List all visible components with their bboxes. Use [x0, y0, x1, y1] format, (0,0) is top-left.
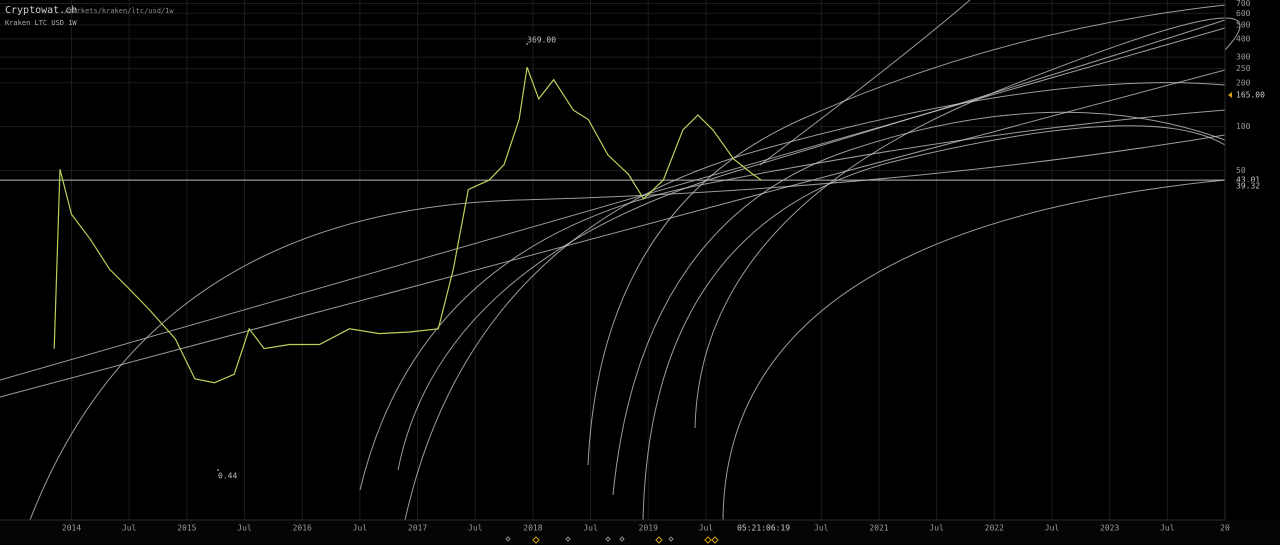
- price-label: 39.32: [1236, 181, 1260, 190]
- x-tick-label: 2016: [293, 524, 312, 533]
- trend-line: [587, 4, 1226, 466]
- price-label-bg: [1234, 176, 1264, 185]
- event-marker: [711, 536, 719, 544]
- y-tick-label: 600: [1236, 9, 1251, 18]
- grid: [0, 0, 1226, 520]
- countdown-bg: [741, 523, 786, 533]
- annotation-point: [526, 43, 529, 46]
- trend-line: [722, 179, 1226, 521]
- x-tick-label: 2023: [1100, 524, 1119, 533]
- x-tick-label: Jul: [1160, 524, 1175, 533]
- y-tick-label: 250: [1236, 64, 1251, 73]
- x-tick-label: 20: [1220, 524, 1230, 533]
- trend-line: [759, 0, 971, 166]
- x-tick-label: 2017: [408, 524, 427, 533]
- x-tick-label: Jul: [929, 524, 944, 533]
- event-marker: [704, 536, 712, 544]
- x-tick-label: 2021: [869, 524, 888, 533]
- x-tick-label: 2015: [177, 524, 196, 533]
- price-label-bg: [1234, 181, 1264, 190]
- countdown-label: 05:21:06:19: [737, 524, 790, 533]
- y-tick-label: 400: [1236, 34, 1251, 43]
- x-tick-label: 2022: [985, 524, 1004, 533]
- event-marker: [505, 536, 511, 542]
- trend-line: [612, 111, 1226, 496]
- x-tick-label: Jul: [814, 524, 829, 533]
- trend-line: [0, 69, 1226, 398]
- event-marker: [532, 536, 540, 544]
- trend-line: [397, 19, 1226, 471]
- trend-line: [29, 134, 1226, 521]
- price-label: 165.00: [1236, 90, 1265, 99]
- event-marker: [655, 536, 663, 544]
- x-tick-label: 2019: [639, 524, 658, 533]
- market-label: Kraken LTC USD 1W: [5, 19, 77, 27]
- price-label: 43.01: [1236, 176, 1260, 185]
- site-name[interactable]: Cryptowat.ch: [5, 5, 77, 16]
- marks: [0, 43, 1232, 472]
- x-axis-strip: [0, 520, 1280, 545]
- trend-line: [642, 125, 1226, 521]
- event-marker: [605, 536, 611, 542]
- event-marker: [619, 536, 625, 542]
- y-tick-label: 700: [1236, 0, 1251, 8]
- x-tick-label: Jul: [699, 524, 714, 533]
- x-tick-label: Jul: [122, 524, 137, 533]
- x-tick-label: Jul: [583, 524, 598, 533]
- price-line-series: [53, 66, 762, 384]
- y-tick-label: 300: [1236, 53, 1251, 62]
- annotation-label: 0.44: [218, 472, 237, 481]
- y-tick-label: 50: [1236, 166, 1246, 175]
- x-tick-label: 2014: [62, 524, 81, 533]
- event-markers: [505, 536, 719, 544]
- event-marker: [565, 536, 571, 542]
- price-label-bg: [1234, 90, 1264, 99]
- url-path: /markets/kraken/ltc/usd/1w: [64, 7, 174, 15]
- trend-line: [404, 82, 1226, 521]
- price-arrow: [1228, 91, 1232, 98]
- y-tick-label: 100: [1236, 122, 1251, 131]
- annotation-point: [217, 469, 220, 472]
- x-tick-label: Jul: [353, 524, 368, 533]
- trend-lines: [0, 0, 1241, 521]
- x-tick-label: 2018: [523, 524, 542, 533]
- trend-line: [0, 27, 1226, 381]
- annotation-label: 369.00: [527, 36, 556, 45]
- x-tick-label: Jul: [1045, 524, 1060, 533]
- event-marker: [668, 536, 674, 542]
- x-tick-label: Jul: [468, 524, 483, 533]
- y-tick-label: 500: [1236, 20, 1251, 29]
- x-tick-label: Jul: [237, 524, 252, 533]
- trend-line: [694, 17, 1241, 429]
- y-tick-label: 200: [1236, 78, 1251, 87]
